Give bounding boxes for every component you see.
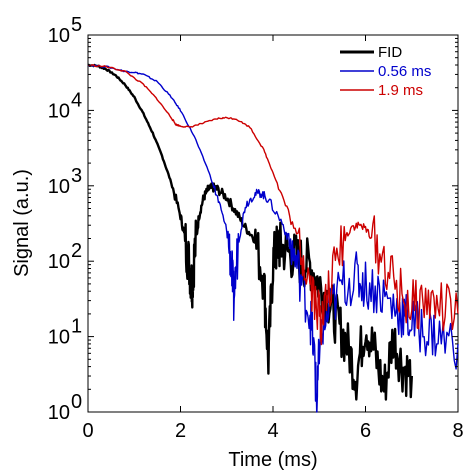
series-layer: [87, 63, 459, 413]
x-tick-label: 6: [360, 420, 371, 442]
y-axis-label: Signal (a.u.): [11, 169, 33, 277]
y-tick-label: 10: [48, 176, 70, 198]
series-line-2: [87, 64, 459, 346]
x-tick-label: 2: [175, 420, 186, 442]
x-axis-label: Time (ms): [228, 449, 317, 471]
legend: FID 0.56 ms 1.9 ms: [340, 44, 431, 99]
x-tick-label: 8: [452, 420, 463, 442]
y-tick-label: 10: [48, 402, 70, 424]
y-tick-exponent: 3: [71, 165, 82, 187]
y-tick-exponent: 0: [71, 391, 82, 413]
y-tick-exponent: 1: [71, 316, 82, 338]
y-tick-label: 10: [48, 327, 70, 349]
y-tick-exponent: 2: [71, 240, 82, 262]
y-tick-exponent: 5: [71, 14, 82, 36]
y-tick-exponent: 4: [71, 89, 82, 111]
series-line-0: [87, 63, 413, 401]
y-tick-label: 10: [48, 251, 70, 273]
legend-label-2: 1.9 ms: [378, 82, 423, 99]
x-tick-label: 0: [82, 420, 93, 442]
legend-label-1: 0.56 ms: [378, 63, 431, 80]
series-line-1: [87, 64, 459, 413]
y-tick-label: 10: [48, 100, 70, 122]
y-tick-label: 10: [48, 25, 70, 47]
legend-label-0: FID: [378, 44, 402, 61]
x-tick-label: 4: [267, 420, 278, 442]
